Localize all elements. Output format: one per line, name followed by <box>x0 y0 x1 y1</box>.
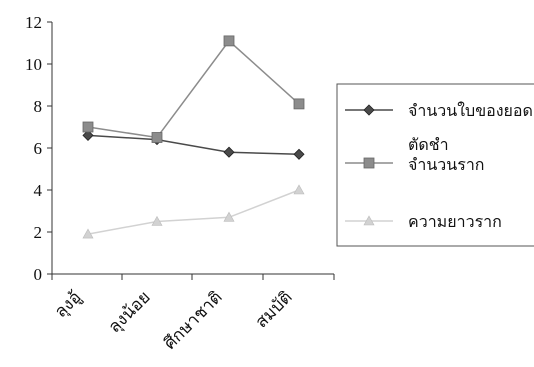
series-1-point <box>223 146 235 158</box>
legend-label: จำนวนราก <box>408 157 484 174</box>
series-2-point <box>151 132 163 143</box>
legend-swatch-marker <box>363 215 375 226</box>
y-tick-label: 10 <box>25 55 42 74</box>
axes: 0 2 4 6 8 10 12 ลุงอู้ ลุงน้อย ศึกษาชาติ สมบัติ <box>25 13 335 353</box>
series-1-point <box>293 148 305 160</box>
y-tick-label: 12 <box>25 13 42 32</box>
x-tick-label: ลุงอู้ <box>51 287 86 322</box>
y-tick-label: 4 <box>34 181 43 200</box>
series-1-line <box>87 134 300 156</box>
series-2-point <box>82 121 94 133</box>
series-2-point <box>223 35 235 47</box>
series-3-point <box>223 211 235 222</box>
legend-label: ความยาวราก <box>408 214 502 231</box>
series-3-line <box>87 189 300 235</box>
y-tick-label: 2 <box>34 223 43 242</box>
legend-item-2: ตัดชำจำนวนราก <box>345 137 484 174</box>
series-2 <box>82 35 305 143</box>
series-3-point <box>151 215 163 226</box>
legend-swatch-marker <box>363 157 375 169</box>
series-3 <box>82 184 305 239</box>
series-3-point <box>82 228 94 239</box>
series-2-line <box>87 39 300 139</box>
series-1 <box>82 129 305 160</box>
y-tick-label: 6 <box>34 139 43 158</box>
legend-label: จำนวนใบของยอด <box>408 101 533 120</box>
legend-item-3: ความยาวราก <box>345 214 502 231</box>
y-tick-label: 0 <box>34 265 43 284</box>
series-2-point <box>293 98 305 110</box>
series-1-point <box>82 129 94 141</box>
series-layer <box>82 35 305 239</box>
series-3-point <box>293 184 305 195</box>
legend-item-1: จำนวนใบของยอด <box>345 101 533 120</box>
x-tick-label: สมบัติ <box>252 287 296 331</box>
legend-swatch-marker <box>363 104 375 116</box>
legend-label: ตัดชำ <box>408 137 449 154</box>
x-tick-label: ลุงน้อย <box>105 287 155 337</box>
x-tick-label: ศึกษาชาติ <box>160 287 226 353</box>
y-tick-label: 8 <box>34 97 43 116</box>
